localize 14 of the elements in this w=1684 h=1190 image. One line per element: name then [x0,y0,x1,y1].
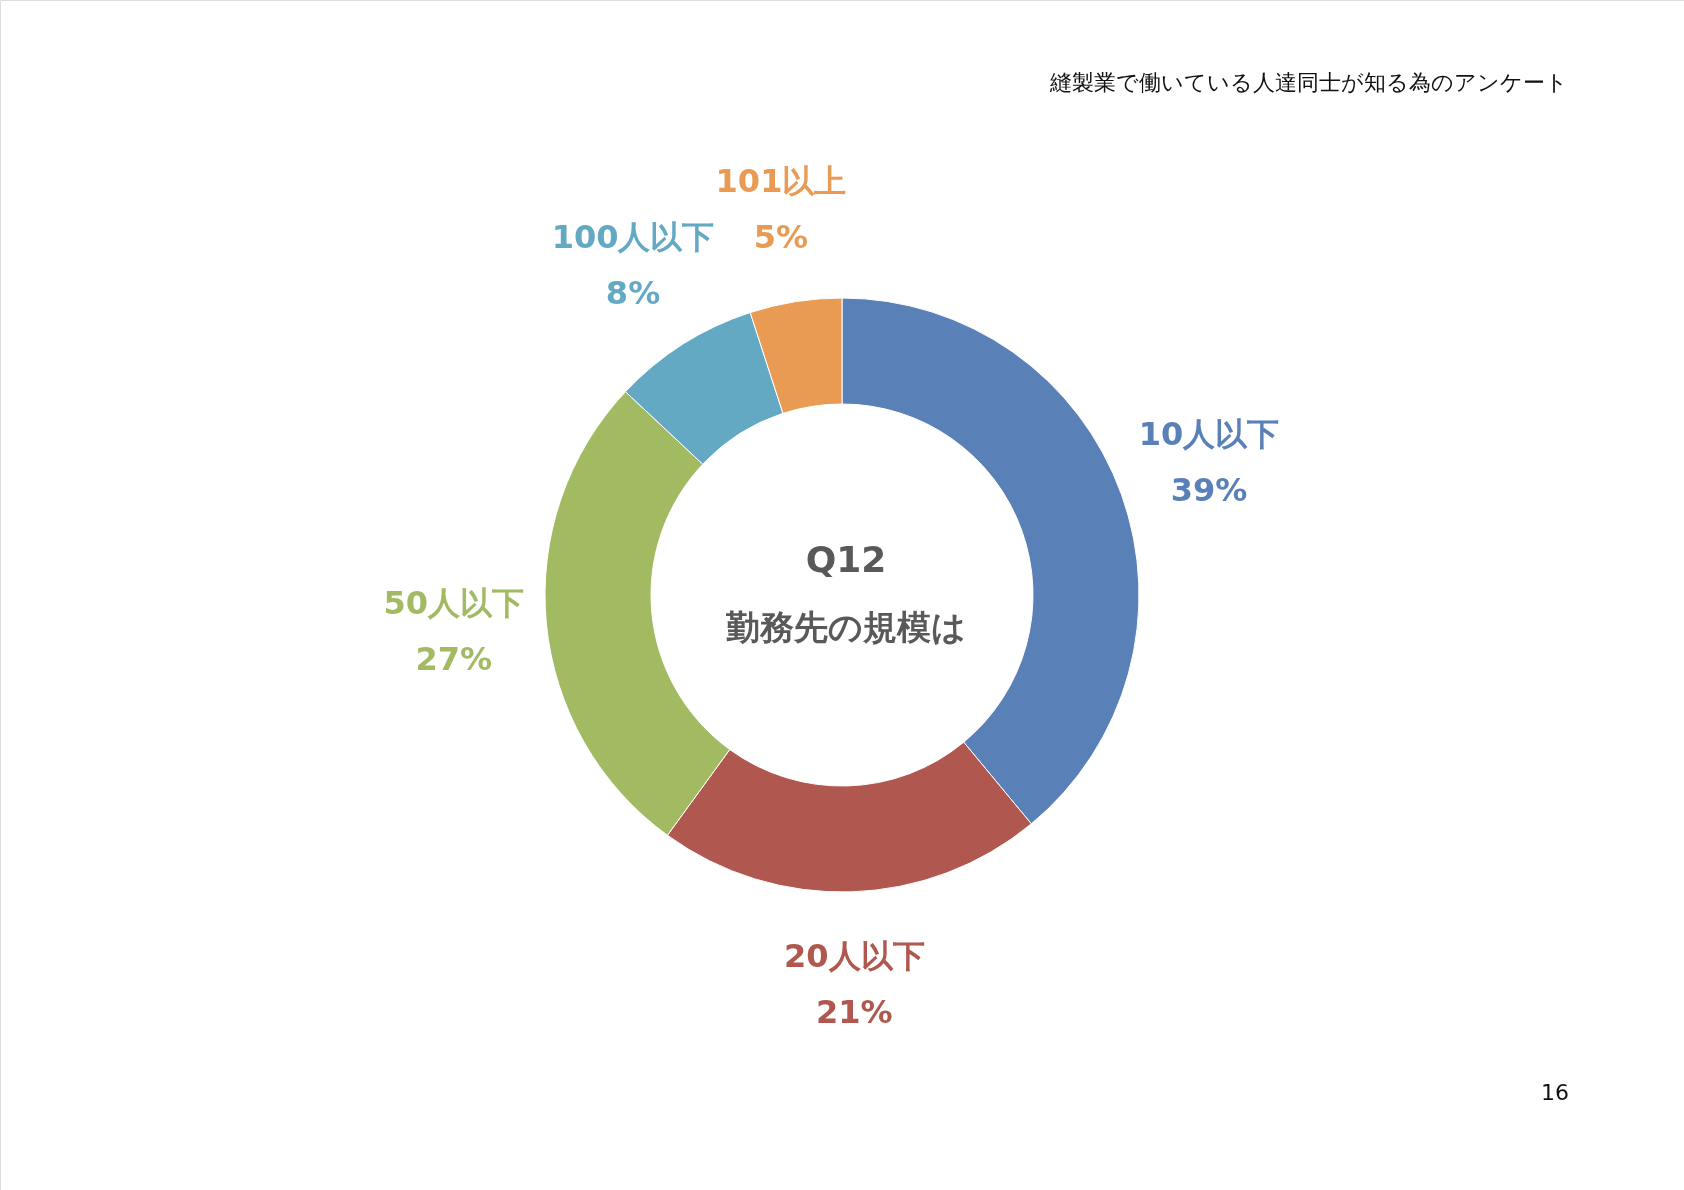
slice-label: 10人以下 [1138,414,1280,453]
text: 縫製業で働いている人達同士が知る為のアンケート [1049,70,1568,95]
slice-label: 20人以下 [783,936,925,975]
data-label: 27% [415,639,493,678]
text: 16 [1541,1080,1569,1105]
data-label: 5% [753,217,809,256]
text: 勤務先の規模は [725,607,966,647]
slice-label: 101以上 [715,161,847,200]
data-label: 21% [815,992,893,1031]
text: Q12 [805,539,887,580]
slice-label: 100人以下 [551,217,715,256]
slice-label: 50人以下 [383,583,524,622]
data-label: 8% [605,273,661,312]
data-label: 39% [1170,470,1248,509]
